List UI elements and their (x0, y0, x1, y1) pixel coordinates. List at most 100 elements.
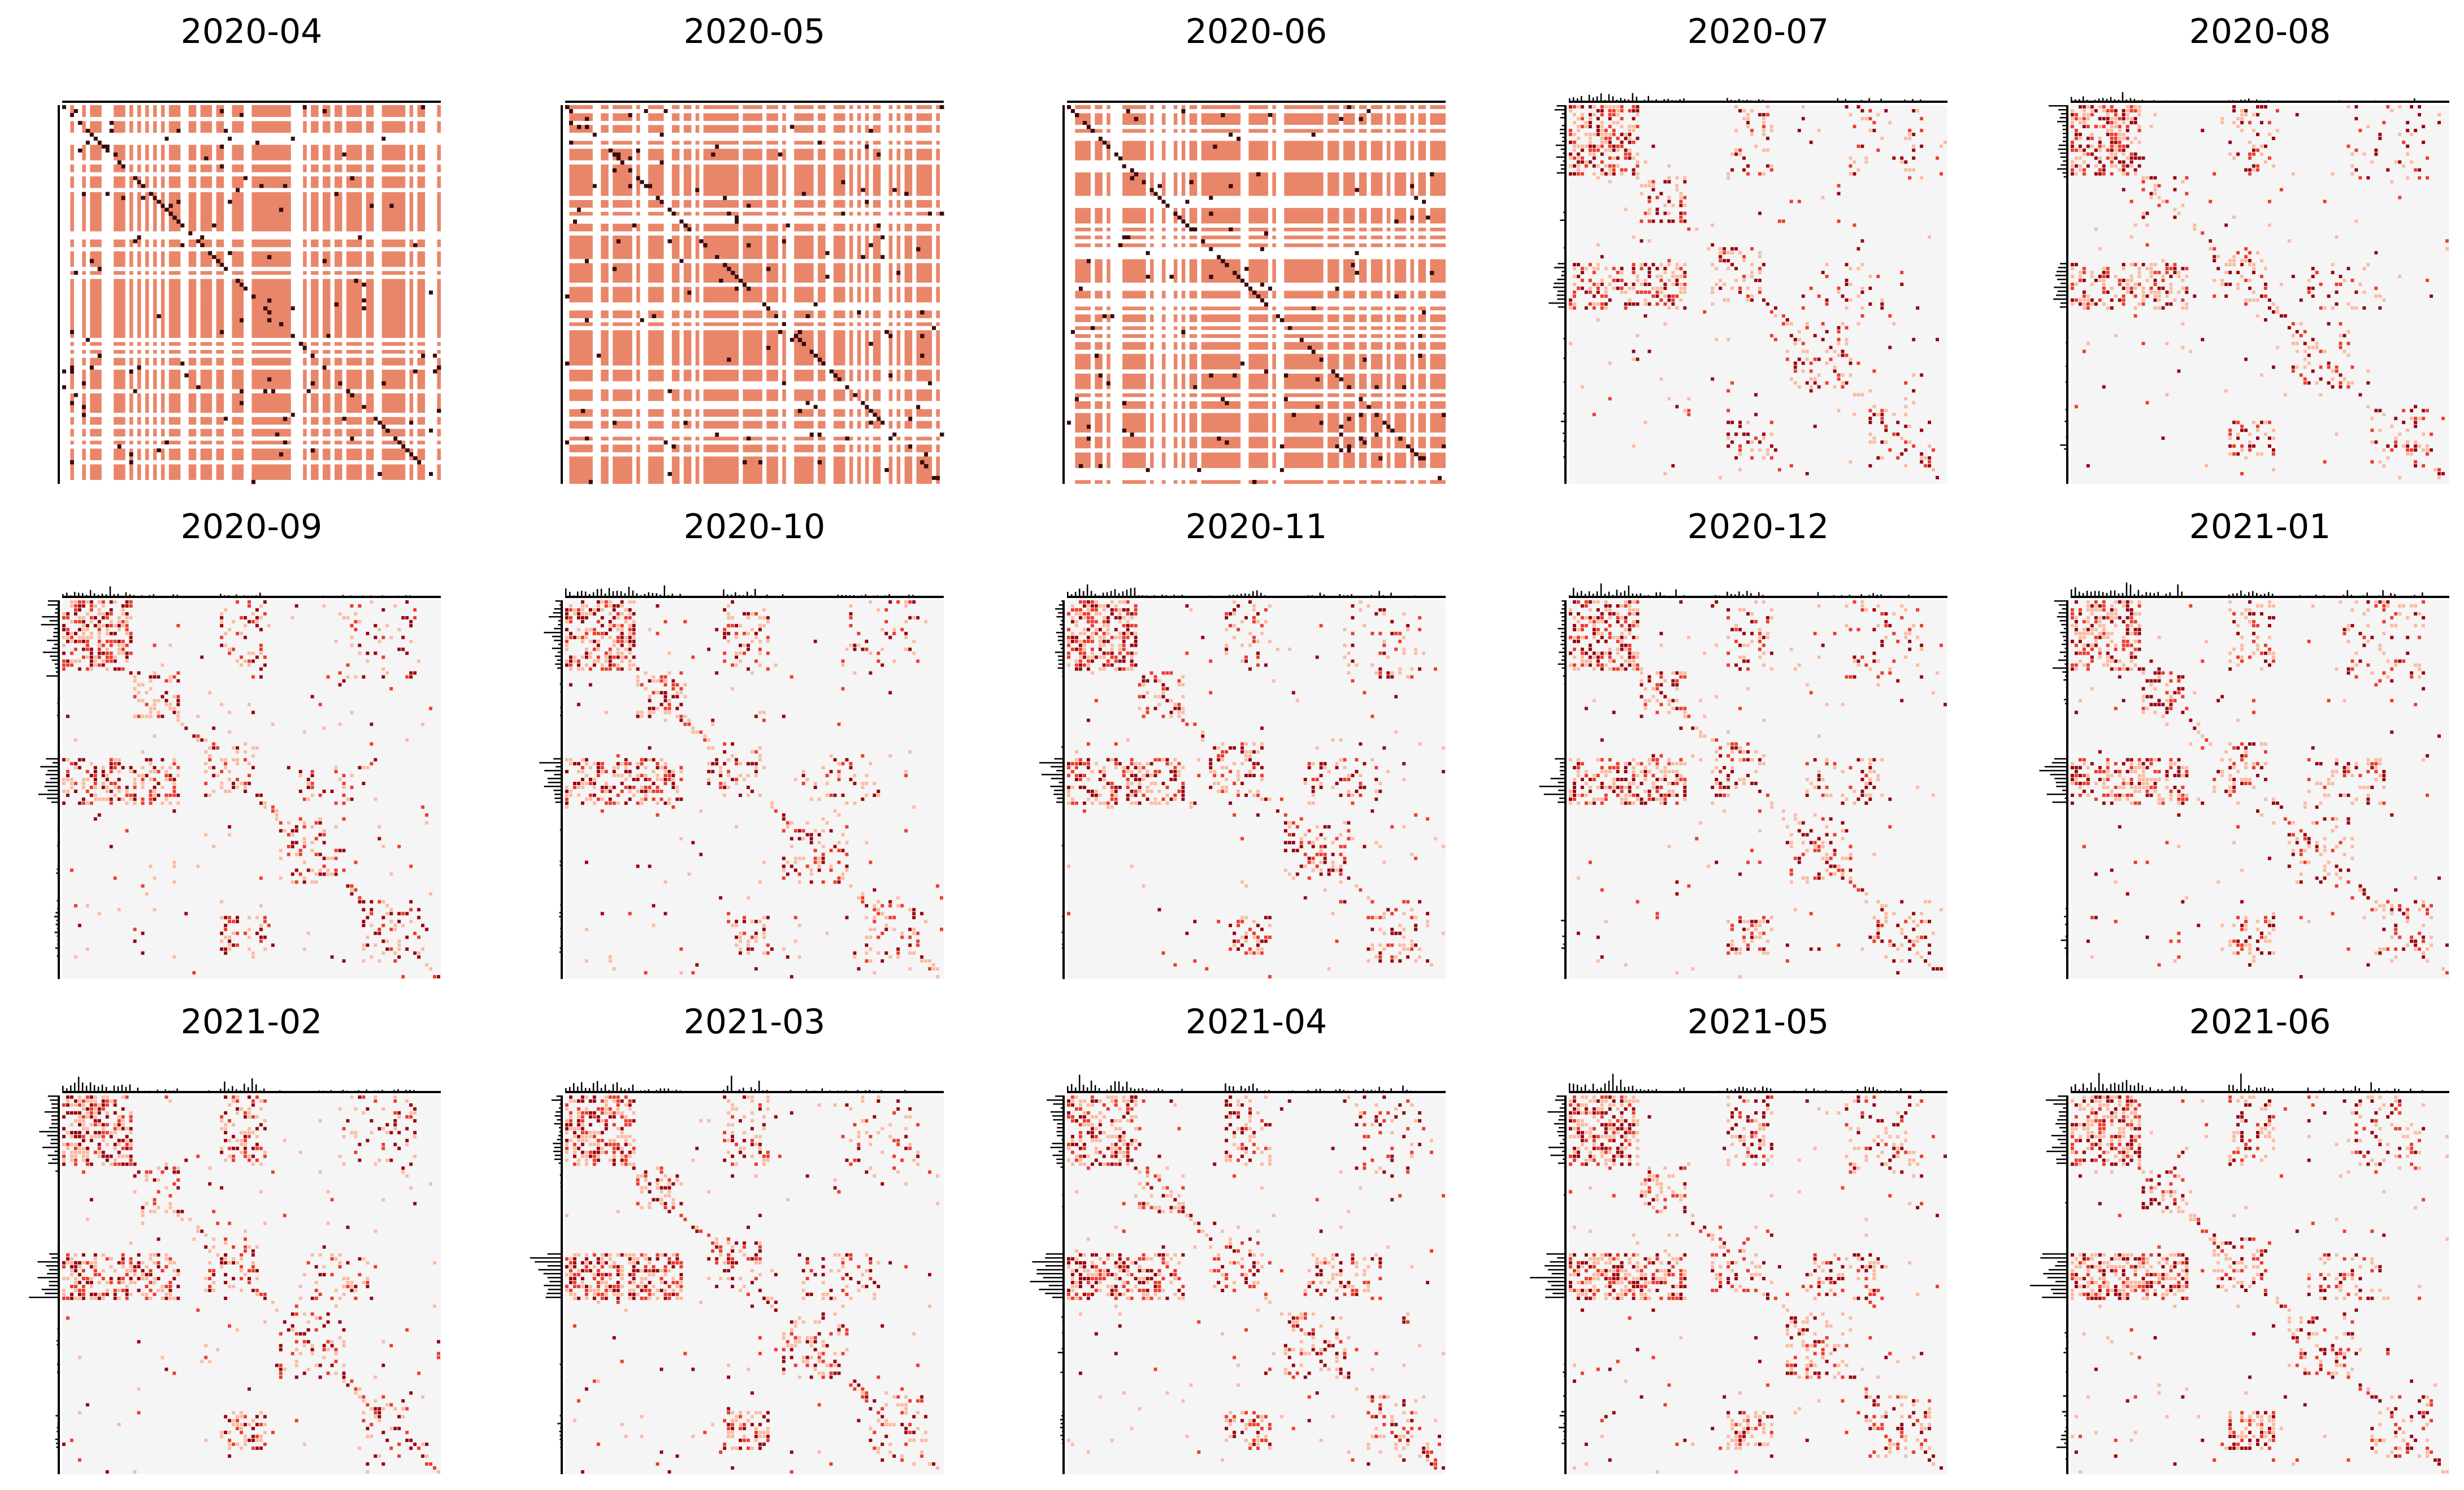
heatmap-cell (133, 349, 138, 354)
heatmap-cell (212, 200, 216, 204)
heatmap-cell (294, 393, 300, 397)
heatmap-cell (342, 116, 346, 122)
heatmap-cell (409, 337, 414, 343)
heatmap-cell (77, 156, 83, 161)
heatmap-cell (259, 247, 264, 252)
heatmap-cell (85, 168, 90, 173)
heatmap-cell (342, 448, 346, 453)
heatmap-cell (405, 251, 410, 255)
heatmap-cell (378, 124, 382, 129)
heatmap-cell (374, 345, 378, 350)
heatmap-cell (342, 464, 346, 469)
heatmap-cell (275, 436, 280, 441)
heatmap-cell (374, 235, 378, 240)
heatmap-cell (105, 417, 110, 421)
heatmap-cell (318, 271, 323, 275)
heatmap-cell (248, 164, 252, 169)
heatmap-cell (413, 381, 418, 386)
heatmap-cell (105, 326, 110, 331)
heatmap-cell (362, 219, 366, 224)
heatmap-cell (105, 381, 110, 386)
heatmap-cell (326, 231, 331, 236)
heatmap-cell (397, 116, 402, 122)
heatmap-cell (105, 128, 110, 133)
heatmap-cell (66, 480, 71, 484)
heatmap-cell (121, 247, 126, 252)
heatmap-cell (73, 357, 79, 362)
heatmap-cell (429, 468, 433, 473)
heatmap-cell (77, 267, 83, 271)
heatmap-cell (196, 120, 201, 125)
heatmap-cell (184, 164, 189, 169)
heatmap-cell (397, 172, 402, 177)
heatmap-cell (101, 180, 106, 184)
heatmap-cell (342, 279, 346, 283)
heatmap-cell (294, 267, 300, 271)
heatmap-cell (294, 476, 300, 480)
heatmap-cell (62, 298, 67, 303)
heatmap-cell (141, 306, 145, 311)
heatmap-cell (105, 144, 110, 149)
heatmap-cell (129, 116, 134, 122)
heatmap-cell (374, 223, 378, 228)
heatmap-cell (306, 413, 311, 417)
heatmap-cell (374, 144, 378, 149)
heatmap-cell (342, 361, 346, 366)
heatmap-cell (290, 263, 296, 267)
heatmap-cell (109, 211, 114, 216)
heatmap-cell (141, 345, 145, 350)
heatmap-cell (66, 140, 71, 145)
heatmap-cell (374, 140, 378, 145)
heatmap-cell (101, 275, 106, 279)
heatmap-cell (77, 294, 83, 299)
heatmap-cell (228, 148, 232, 153)
heatmap-cell (405, 207, 410, 212)
heatmap-cell (129, 235, 134, 240)
heatmap-cell (298, 361, 303, 366)
heatmap-cell (149, 156, 153, 161)
heatmap-cell (429, 180, 433, 184)
heatmap-cell (196, 369, 201, 374)
heatmap-cell (417, 247, 422, 252)
heatmap-cell (224, 349, 228, 354)
heatmap-cell (290, 460, 296, 465)
heatmap-cell (200, 172, 205, 177)
heatmap-cell (224, 357, 228, 362)
heatmap-cell (176, 353, 181, 358)
heatmap-cell (244, 361, 248, 366)
heatmap-cell (113, 188, 118, 192)
heatmap-cell (275, 432, 280, 437)
heatmap-cell (290, 128, 296, 133)
heatmap-cell (374, 361, 378, 366)
heatmap-cell (81, 140, 86, 145)
heatmap-cell (66, 448, 71, 453)
heatmap-cell (425, 480, 430, 484)
heatmap-cell (133, 381, 138, 386)
heatmap-cell (294, 357, 300, 362)
heatmap-cell (101, 476, 106, 480)
heatmap-cell (389, 140, 394, 145)
heatmap-cell (133, 472, 138, 477)
heatmap-cell (101, 389, 106, 393)
heatmap-cell (251, 136, 256, 141)
heatmap-cell (97, 460, 102, 465)
heatmap-cell (212, 255, 216, 259)
heatmap-cell (149, 287, 153, 291)
heatmap-cell (385, 160, 390, 165)
heatmap-cell (429, 271, 433, 275)
heatmap-cell (306, 476, 311, 480)
heatmap-cell (389, 160, 394, 165)
heatmap-cell (429, 105, 433, 110)
heatmap-cell (433, 132, 437, 137)
heatmap-cell (322, 345, 327, 350)
heatmap-cell (358, 389, 362, 393)
heatmap-cell (306, 353, 311, 358)
heatmap-cell (117, 188, 122, 192)
heatmap-cell (290, 164, 296, 169)
heatmap-cell (298, 397, 303, 401)
heatmap-cell (283, 188, 288, 192)
heatmap-cell (236, 275, 240, 279)
heatmap-cell (228, 239, 232, 244)
heatmap-cell (342, 468, 346, 473)
heatmap-cell (85, 389, 90, 393)
